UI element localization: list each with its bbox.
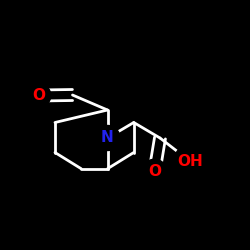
Text: O: O [148, 164, 161, 179]
Text: N: N [101, 130, 114, 146]
Circle shape [27, 84, 51, 108]
Circle shape [142, 159, 167, 183]
Text: OH: OH [177, 154, 203, 169]
Circle shape [174, 145, 206, 178]
Text: O: O [32, 88, 45, 103]
Circle shape [95, 126, 120, 150]
